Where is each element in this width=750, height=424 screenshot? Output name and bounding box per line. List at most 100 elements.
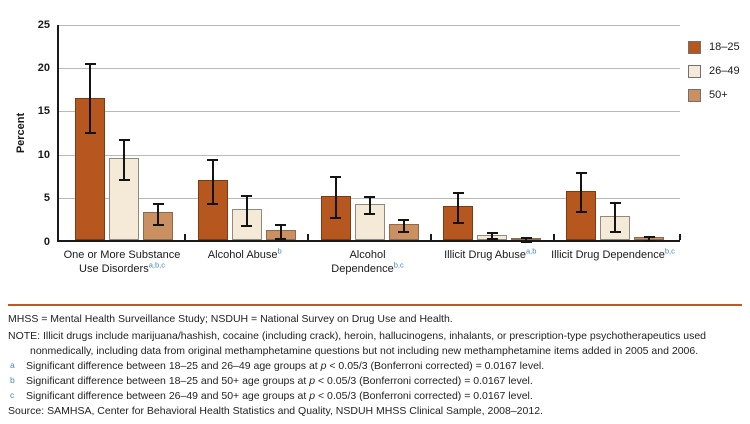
legend-swatch-50+ bbox=[688, 88, 701, 102]
error-bar-50+-1 bbox=[157, 203, 159, 225]
legend: 18–25 26–49 50+ bbox=[688, 40, 740, 112]
x-label-line: Use Disordersa,b,c bbox=[79, 259, 165, 275]
error-bar-26–49-4 bbox=[491, 233, 494, 240]
error-cap-bottom bbox=[207, 202, 219, 205]
footnote-a: a Significant difference between 18–25 a… bbox=[8, 359, 744, 374]
legend-swatch-18–25 bbox=[688, 40, 701, 54]
footnote-c-text: Significant difference between 26–49 and… bbox=[26, 390, 533, 402]
error-bar-18–25-3 bbox=[334, 176, 337, 218]
error-bar-18–25-4 bbox=[457, 193, 460, 223]
footnote-b: b Significant difference between 18–25 a… bbox=[8, 374, 744, 389]
abbreviations-note: MHSS = Mental Health Surveillance Study;… bbox=[8, 313, 453, 325]
x-axis-group-tick bbox=[307, 234, 310, 240]
footnote-c-marker: c bbox=[10, 390, 15, 400]
footnote-b-marker: b bbox=[10, 375, 15, 385]
x-label-line: Illicit Drug Abusea,b bbox=[444, 246, 537, 261]
error-cap-top bbox=[520, 237, 532, 240]
error-bar-50+-3 bbox=[402, 220, 405, 233]
y-tick-label-10: 10 bbox=[37, 148, 50, 161]
error-cap-bottom bbox=[330, 216, 341, 219]
x-label-line: Dependenceb,c bbox=[331, 259, 404, 275]
significance-superscript: a,b,c bbox=[148, 259, 165, 269]
error-cap-top bbox=[364, 195, 375, 198]
legend-label-26–49: 26–49 bbox=[709, 65, 740, 77]
error-cap-top bbox=[452, 192, 464, 195]
significance-superscript: a,b bbox=[526, 246, 537, 256]
footnote-a-text: Significant difference between 18–25 and… bbox=[26, 360, 545, 372]
error-cap-top bbox=[275, 223, 287, 226]
y-tick-label-15: 15 bbox=[37, 105, 50, 118]
error-cap-bottom bbox=[609, 231, 621, 234]
gridline-15 bbox=[59, 111, 680, 113]
legend-label-50+: 50+ bbox=[709, 89, 728, 101]
error-cap-top bbox=[207, 158, 219, 161]
x-category-label-3: Alcohol Dependenceb,c bbox=[293, 249, 443, 276]
error-cap-top bbox=[84, 63, 96, 66]
error-cap-bottom bbox=[398, 231, 409, 234]
error-cap-bottom bbox=[84, 131, 96, 134]
error-cap-top bbox=[398, 219, 409, 222]
x-axis-end-tick bbox=[679, 234, 681, 240]
legend-item-26–49: 26–49 bbox=[688, 64, 740, 78]
error-bar-18–25-5 bbox=[580, 173, 582, 213]
y-tick-label-5: 5 bbox=[43, 192, 50, 205]
x-label-line: One or More Substance bbox=[63, 249, 181, 261]
y-axis-title: Percent bbox=[15, 112, 27, 154]
gridline-25 bbox=[59, 24, 680, 26]
bar-26–49-3 bbox=[354, 203, 385, 240]
significance-superscript: b,c bbox=[664, 246, 675, 256]
error-cap-top bbox=[241, 194, 253, 197]
error-cap-bottom bbox=[241, 225, 253, 228]
error-cap-bottom bbox=[152, 223, 164, 226]
error-bar-26–49-1 bbox=[123, 139, 125, 181]
significance-superscript: b,c bbox=[393, 259, 404, 269]
error-cap-bottom bbox=[452, 221, 464, 224]
x-category-label-1: One or More Substance Use Disordersa,b,c bbox=[47, 249, 197, 276]
source-line: Source: SAMHSA, Center for Behavioral He… bbox=[8, 405, 543, 417]
error-cap-bottom bbox=[364, 213, 375, 216]
legend-swatch-26–49 bbox=[688, 64, 701, 78]
error-bar-18–25-1 bbox=[89, 64, 91, 133]
error-bar-26–49-2 bbox=[245, 195, 248, 227]
legend-item-18–25: 18–25 bbox=[688, 40, 740, 54]
error-cap-top bbox=[643, 236, 655, 239]
error-cap-bottom bbox=[520, 240, 532, 243]
error-cap-bottom bbox=[275, 237, 287, 240]
error-bar-50+-4 bbox=[525, 238, 528, 242]
footnote-c: c Significant difference between 26–49 a… bbox=[8, 389, 744, 404]
y-tick-label-20: 20 bbox=[37, 61, 50, 74]
footnote-b-text: Significant difference between 18–25 and… bbox=[26, 375, 533, 387]
x-category-label-4: Illicit Drug Abusea,b bbox=[415, 246, 565, 263]
x-label-line: Alcohol bbox=[349, 249, 386, 261]
error-cap-top bbox=[330, 175, 341, 178]
error-cap-bottom bbox=[575, 211, 587, 214]
y-tick-label-0: 0 bbox=[43, 235, 50, 248]
error-cap-top bbox=[118, 138, 130, 141]
legend-label-18–25: 18–25 bbox=[709, 41, 740, 53]
accent-divider-rule bbox=[8, 304, 742, 306]
error-bar-18–25-2 bbox=[211, 159, 214, 204]
x-category-label-5: Illicit Drug Dependenceb,c bbox=[538, 246, 688, 263]
x-label-line: Illicit Drug Dependenceb,c bbox=[551, 246, 675, 261]
y-tick-label-25: 25 bbox=[37, 18, 50, 31]
error-cap-bottom bbox=[643, 240, 655, 243]
gridline-20 bbox=[59, 67, 680, 69]
error-bar-26–49-5 bbox=[614, 202, 616, 233]
error-cap-top bbox=[575, 172, 587, 175]
error-cap-top bbox=[486, 232, 498, 235]
x-axis-group-tick bbox=[429, 234, 432, 240]
illicit-drugs-note: NOTE: Illicit drugs include marijuana/ha… bbox=[8, 330, 707, 357]
error-cap-bottom bbox=[486, 238, 498, 241]
x-category-label-2: Alcohol Abuseb bbox=[170, 246, 320, 263]
error-cap-top bbox=[152, 202, 164, 205]
error-bar-26–49-3 bbox=[368, 196, 371, 215]
error-bar-50+-5 bbox=[648, 237, 650, 242]
x-axis-group-tick bbox=[184, 234, 187, 240]
footnote-a-marker: a bbox=[10, 360, 15, 370]
error-bar-50+-2 bbox=[279, 224, 282, 239]
error-cap-bottom bbox=[118, 179, 130, 182]
plot-area bbox=[57, 24, 681, 243]
x-label-line: Alcohol Abuseb bbox=[207, 246, 282, 261]
legend-item-50+: 50+ bbox=[688, 88, 740, 102]
